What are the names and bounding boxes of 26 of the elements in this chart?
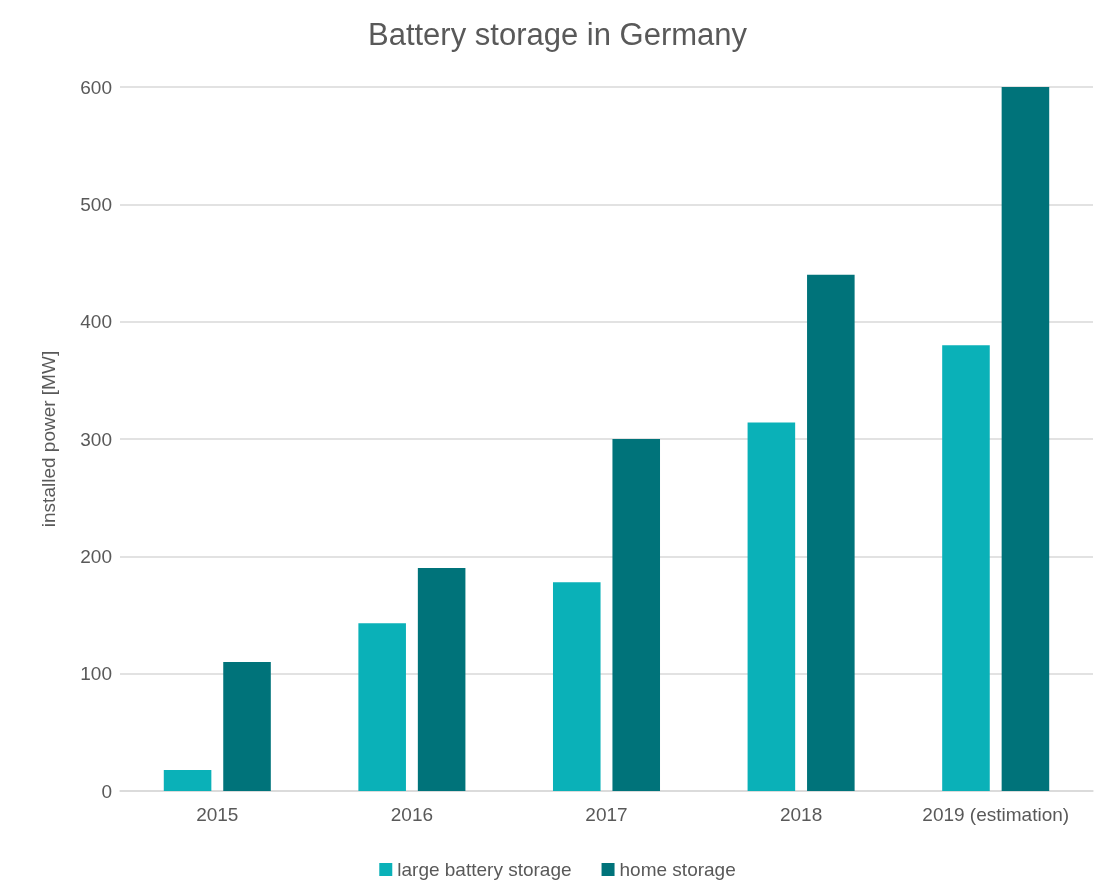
y-tick-label: 600 <box>80 76 112 98</box>
bar <box>807 274 855 791</box>
y-tick-label: 500 <box>80 193 112 215</box>
bar <box>417 568 466 791</box>
bar <box>612 439 661 791</box>
bar <box>358 623 406 791</box>
y-tick-label: 0 <box>101 780 112 802</box>
bar <box>942 345 990 791</box>
x-tick-label: 2017 <box>585 804 628 825</box>
y-tick-label: 300 <box>80 428 112 450</box>
x-tick-label: 2018 <box>779 804 823 825</box>
y-tick-label: 400 <box>80 311 112 333</box>
bar <box>1001 87 1050 791</box>
x-tick-label: 2015 <box>196 804 239 825</box>
x-tick-label: 2019 (estimation) <box>922 804 1070 825</box>
legend-label: large battery storage <box>397 859 572 880</box>
bar <box>163 769 212 791</box>
y-axis-title: installed power [MW] <box>38 350 59 528</box>
legend-label: home storage <box>619 859 736 880</box>
x-tick-label: 2016 <box>390 804 434 825</box>
y-tick-label: 200 <box>80 545 112 567</box>
bar <box>223 661 271 791</box>
bar <box>552 582 601 791</box>
bar <box>747 422 796 791</box>
chart-title: Battery storage in Germany <box>367 17 748 52</box>
y-tick-label: 100 <box>80 663 112 685</box>
